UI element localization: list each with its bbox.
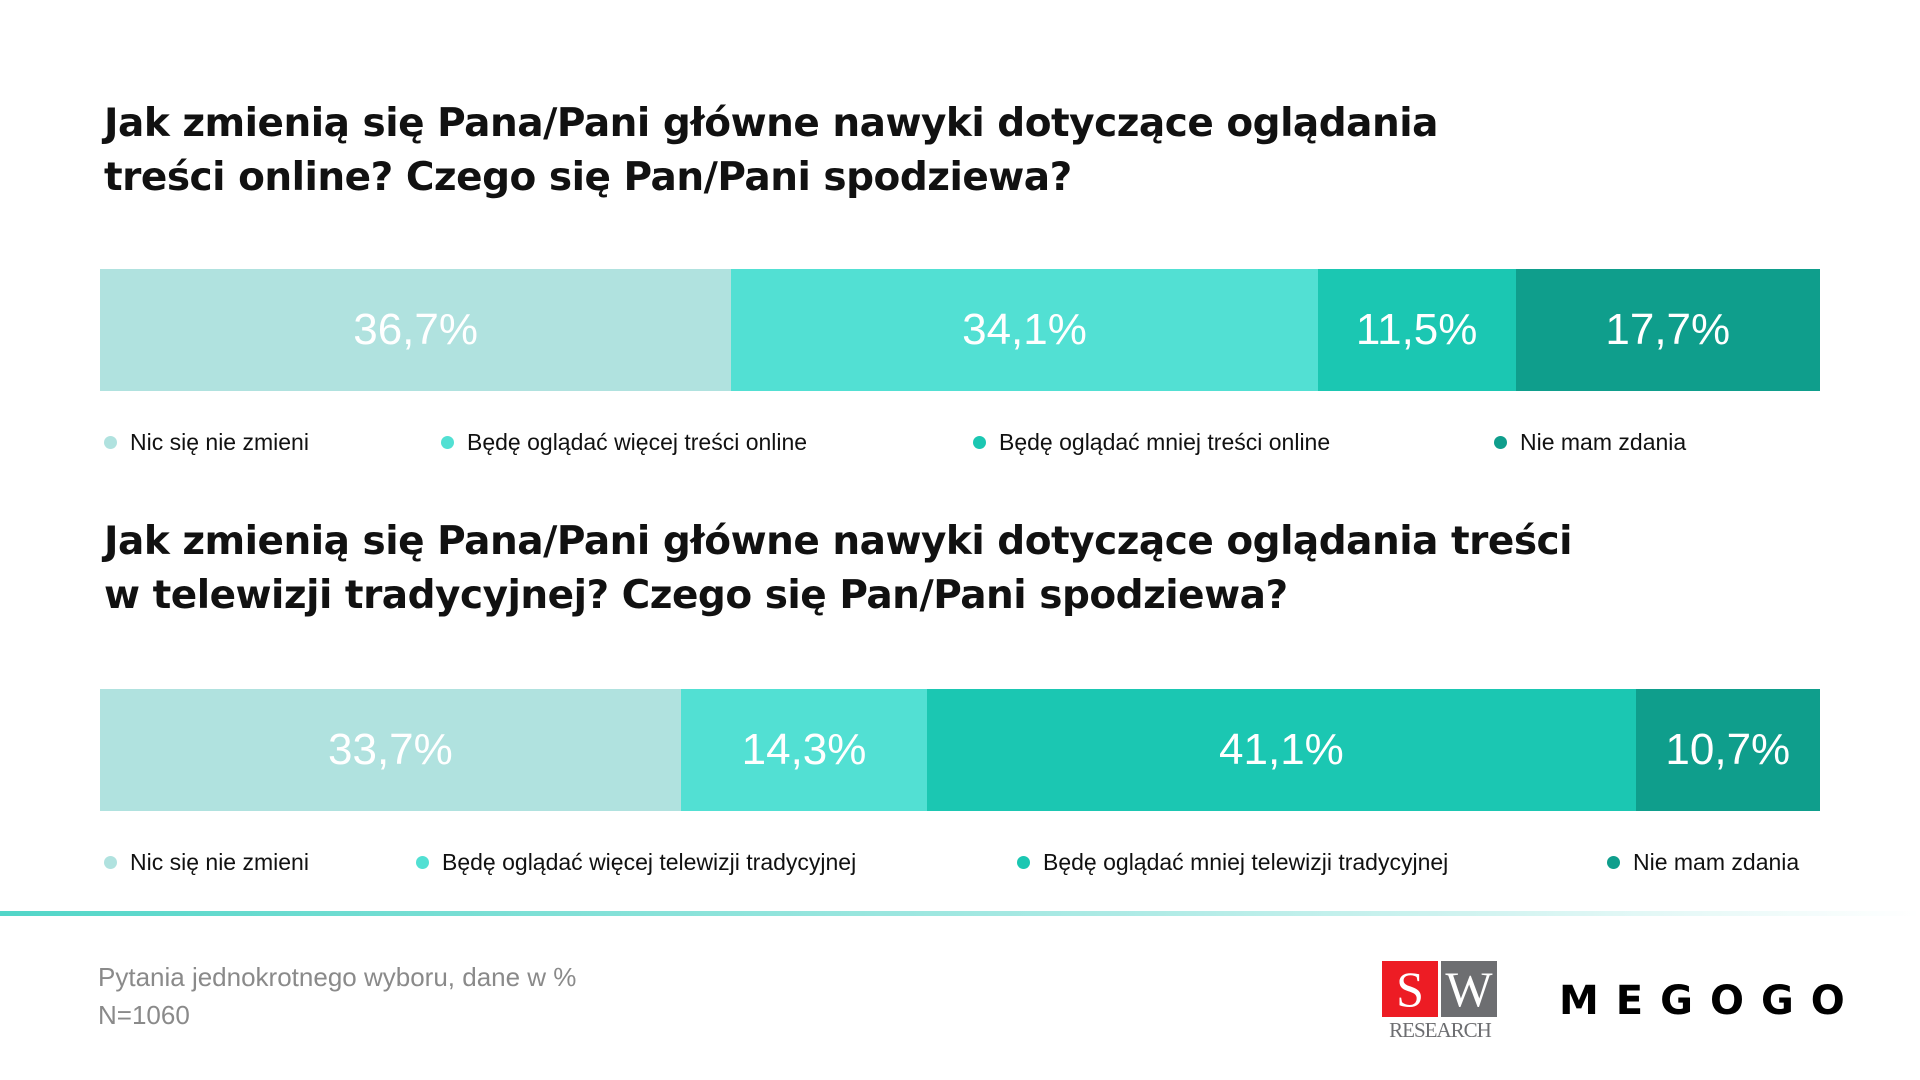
footer-sample: N=1060	[98, 1000, 190, 1030]
legend-dot-icon	[104, 855, 117, 869]
sw-research-logo: S W RESEARCH	[1382, 961, 1498, 1043]
data-label: 41,1%	[1219, 725, 1344, 774]
title-line: w telewizji tradycyjnej? Czego się Pan/P…	[104, 573, 1288, 618]
legend-item: Będę oglądać mniej treści online	[973, 427, 1330, 457]
legend-item: Będę oglądać więcej treści online	[441, 427, 807, 457]
legend-label: Będę oglądać więcej treści online	[467, 428, 808, 455]
title-line: Jak zmienią się Pana/Pani główne nawyki …	[104, 101, 1438, 146]
chart-title-2: Jak zmienią się Pana/Pani główne nawyki …	[104, 515, 1804, 623]
stacked-bar-tv: 33,7% 14,3% 41,1% 10,7%	[100, 689, 1820, 811]
title-line: Jak zmienią się Pana/Pani główne nawyki …	[104, 519, 1573, 564]
legend-item: Nie mam zdania	[1607, 847, 1799, 877]
bar-segment: 17,7%	[1515, 269, 1820, 391]
bar-segment: 36,7%	[100, 269, 732, 391]
legend-label: Będę oglądać więcej telewizji tradycyjne…	[442, 848, 857, 875]
legend-label: Nie mam zdania	[1633, 848, 1800, 875]
legend-item: Nic się nie zmieni	[104, 427, 309, 457]
legend-item: Będę oglądać więcej telewizji tradycyjne…	[416, 847, 856, 877]
legend-label: Nic się nie zmieni	[130, 428, 309, 455]
data-label: 33,7%	[328, 725, 453, 774]
data-label: 14,3%	[741, 725, 867, 774]
stacked-bar-online: 36,7% 34,1% 11,5% 17,7%	[100, 269, 1820, 391]
footer-note: Pytania jednokrotnego wyboru, dane w %	[98, 962, 577, 992]
bar-segment: 34,1%	[731, 269, 1318, 391]
title-line: treści online? Czego się Pan/Pani spodzi…	[104, 155, 1072, 200]
bar-segment: 11,5%	[1317, 269, 1516, 391]
chart-title-1: Jak zmienią się Pana/Pani główne nawyki …	[104, 97, 1804, 205]
legend-dot-icon	[1607, 855, 1620, 869]
legend-label: Nic się nie zmieni	[130, 848, 309, 875]
bar-segment: 41,1%	[927, 689, 1636, 811]
logo-w: W	[1441, 961, 1497, 1017]
bar-segment: 10,7%	[1635, 689, 1820, 811]
bar-segment: 14,3%	[680, 689, 928, 811]
megogo-logo: MEGOGO	[1559, 978, 1862, 1024]
divider	[0, 911, 1920, 916]
legend-item: Nic się nie zmieni	[104, 847, 309, 877]
legend-item: Nie mam zdania	[1494, 427, 1686, 457]
data-label: 10,7%	[1665, 725, 1791, 774]
bar-segment: 33,7%	[100, 689, 681, 811]
legend-dot-icon	[416, 855, 429, 869]
data-label: 17,7%	[1605, 305, 1731, 354]
data-label: 34,1%	[962, 305, 1087, 354]
legend-label: Nie mam zdania	[1520, 428, 1687, 455]
data-label: 11,5%	[1355, 305, 1478, 354]
legend-item: Będę oglądać mniej telewizji tradycyjnej	[1017, 847, 1448, 877]
legend-label: Będę oglądać mniej treści online	[999, 428, 1331, 455]
logo-research: RESEARCH	[1389, 1018, 1492, 1042]
legend-dot-icon	[1017, 855, 1030, 869]
legend-dot-icon	[1494, 435, 1507, 449]
logo-s: S	[1382, 961, 1438, 1017]
data-label: 36,7%	[353, 305, 478, 354]
legend-dot-icon	[104, 435, 117, 449]
legend-label: Będę oglądać mniej telewizji tradycyjnej	[1043, 848, 1449, 875]
legend-dot-icon	[973, 435, 986, 449]
legend-dot-icon	[441, 435, 454, 449]
